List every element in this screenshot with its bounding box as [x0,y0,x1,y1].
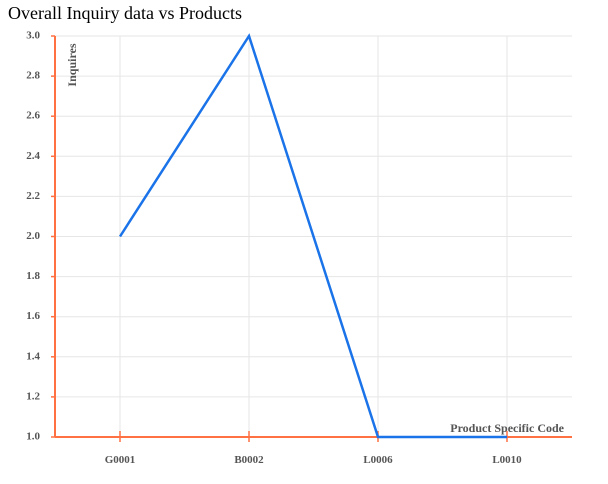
y-tick-label: 2.2 [26,190,40,202]
series-layer [118,33,507,439]
y-tick-label: 2.6 [26,110,40,122]
series-line [118,33,507,439]
x-tick-label: G0001 [105,454,136,466]
y-tick-label: 2.0 [26,230,40,242]
x-tick-label: B0002 [234,454,264,466]
x-tick-label: L0010 [492,454,522,466]
y-tick-label: 3.0 [26,30,40,42]
y-tick-label: 1.0 [26,431,40,443]
chart-title: Overall Inquiry data vs Products [8,3,242,23]
x-tick-label: L0006 [363,454,393,466]
y-axis-title: Inquires [65,43,79,86]
y-tick-label: 1.8 [26,270,40,282]
tick-labels: 1.0 1.2 1.4 1.6 1.8 2.0 2.2 2.4 2.6 2.8 3.0 G0001 B0… [26,30,522,466]
axes [51,35,572,442]
y-tick-label: 1.4 [26,350,40,362]
y-tick-label: 1.2 [26,390,40,402]
y-tick-label: 1.6 [26,310,40,322]
grid-lines [55,35,572,438]
y-tick-label: 2.4 [26,150,40,162]
x-axis-title: Product Specific Code [450,421,564,435]
y-tick-label: 2.8 [26,70,40,82]
